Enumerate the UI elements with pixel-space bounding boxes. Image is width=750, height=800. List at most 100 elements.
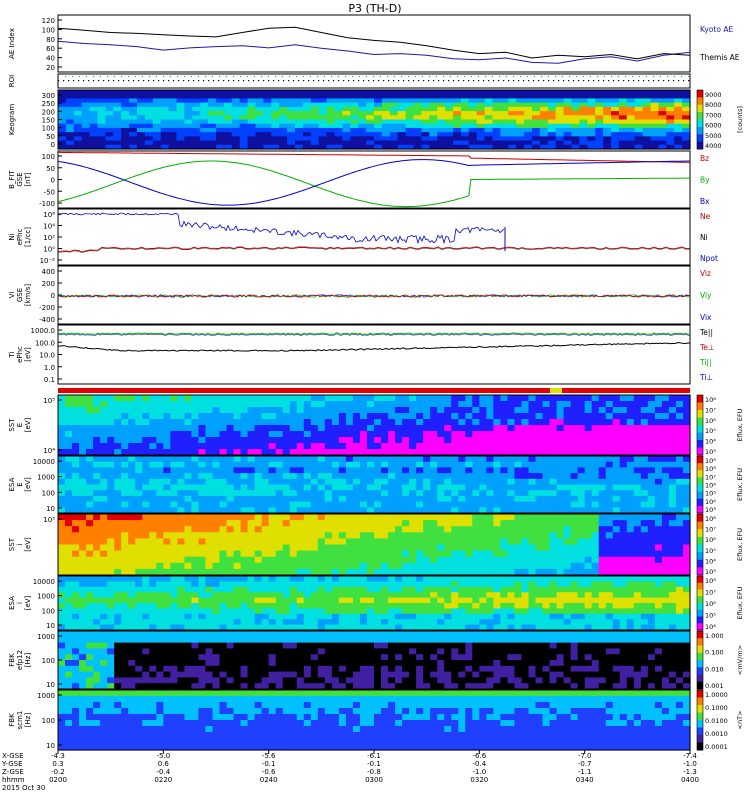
keogram-cell [674,119,683,125]
esa-i-cell [444,581,452,588]
esa-e-cell [198,473,207,480]
esa-i-cell [535,576,544,582]
keogram-cell [137,140,146,146]
sst-e-cell [296,437,305,444]
keogram-cell [105,119,114,125]
sst-e-cell [254,395,263,402]
sst-e-cell [86,419,94,426]
esa-i-cell [493,576,501,582]
temperature-ylabel: Ti [8,351,16,358]
sst-i-cell [577,532,586,539]
keogram-cell [532,90,541,95]
esa-e-cell [395,507,403,514]
esa-e-cell [93,467,101,474]
sst-e-cell [79,449,87,456]
esa-i-cell [556,576,565,582]
sst-i-cell [219,520,228,527]
sst-e-cell [184,395,193,402]
keogram-cell [318,144,328,150]
sst-e-cell [268,437,277,444]
esa-e-cell [282,467,291,474]
sst-i-cell [633,568,642,576]
roi-dot-top [233,76,234,77]
keogram-cell [547,106,557,112]
keogram-cell [587,123,596,129]
sst-e-cell [395,449,403,456]
sst-e-cell [156,401,164,408]
esa-e-cell [226,467,235,474]
sst-e-cell [149,425,157,432]
keogram-cell [381,115,391,121]
keogram-cell [524,98,533,104]
keogram-cell [255,132,264,137]
sst-i-cell [282,514,291,521]
esa-e-cell [682,467,691,474]
esa-i-cell [142,597,150,604]
sst-i-cell [486,520,494,527]
sst-i-cell [472,514,480,521]
sst-e-cell [542,407,551,414]
density-ytick: 10⁶ [43,211,55,219]
keogram-cell [295,119,304,125]
sst-e-cell [114,449,122,456]
sst-i-cell [521,538,530,546]
keogram-cell [216,136,225,142]
sst-e-cell [128,407,136,414]
keogram-cell [453,127,462,133]
keogram-cell [595,119,604,125]
sst-e-cell [338,395,347,402]
keogram-cell [682,106,691,112]
esa-e-cell [381,507,389,514]
esa-i-cell [79,592,87,599]
sst-e-cell [654,443,663,450]
esa-i-cell [458,597,466,604]
esa-e-cell [107,478,115,486]
esa-e-cell [254,467,263,474]
esa-i-cell [458,581,466,588]
esa-i-cell [254,586,263,593]
esa-e-cell [359,495,368,503]
esa-e-colorbar-tick: 10⁷ [705,473,716,481]
sst-e-cell [626,407,635,414]
sst-i-cell [303,550,312,558]
keogram-cell [176,102,185,108]
sst-i-cell [296,550,305,558]
esa-e-cell [268,501,277,508]
sst-i-cell [682,532,691,539]
sst-e-cell [226,395,235,402]
sst-i-cell [612,550,621,558]
temperature-ytick: 0.1 [44,376,55,384]
sst-i-cell [682,514,691,521]
keogram-cell [263,94,272,100]
esa-i-cell [556,586,565,593]
esa-i-cell [409,613,417,620]
sst-i-cell [226,514,235,521]
esa-e-cell [584,484,593,491]
sst-i-cell [654,514,663,521]
sst-e-cell [521,425,530,432]
sst-i-cell [549,562,558,570]
keogram-cell [453,106,462,112]
sst-i-cell [114,568,122,576]
esa-i-cell [72,586,80,593]
keogram-cell [532,94,541,100]
sst-i-cell [451,556,459,564]
sst-e-cell [142,449,150,456]
sst-e-cell [93,437,101,444]
esa-e-cell [324,478,333,486]
roi-dot-top [100,76,101,77]
esa-i-cell [268,576,277,582]
esa-e-cell [86,456,94,463]
sst-e-cell [184,431,193,438]
keogram-cell [413,106,422,112]
sst-e-cell [163,449,171,456]
sst-i-cell [458,568,466,576]
esa-i-cell [317,581,326,588]
esa-e-cell [458,456,466,463]
roi-dot-top [653,76,654,77]
sst-i-cell [437,568,445,576]
sst-i-cell [472,568,480,576]
esa-i-cell [395,581,403,588]
keogram-cell [658,136,667,142]
roi-dot-top [296,76,297,77]
